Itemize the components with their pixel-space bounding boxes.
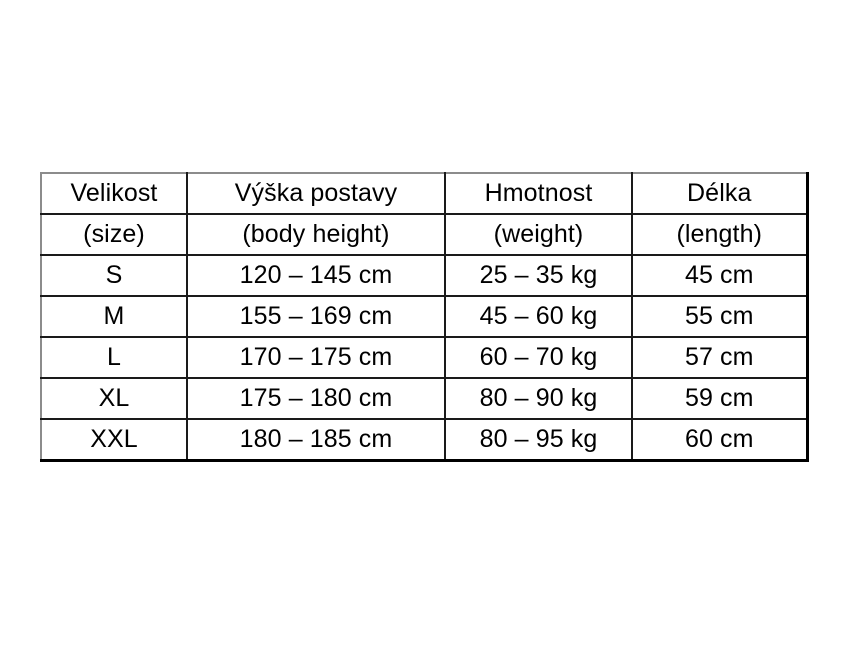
table-row: XL 175 – 180 cm 80 – 90 kg 59 cm: [40, 377, 809, 420]
cell-length: 59 cm: [631, 377, 809, 420]
cell-length: 55 cm: [631, 295, 809, 338]
table-row: M 155 – 169 cm 45 – 60 kg 55 cm: [40, 295, 809, 338]
size-chart: Velikost Výška postavy Hmotnost Délka (s…: [40, 172, 809, 462]
cell-length: 60 cm: [631, 418, 809, 462]
cell-weight: 25 – 35 kg: [444, 254, 633, 297]
cell-size: XL: [40, 377, 188, 420]
cell-size: XXL: [40, 418, 188, 462]
table-row: S 120 – 145 cm 25 – 35 kg 45 cm: [40, 254, 809, 297]
cell-weight: 60 – 70 kg: [444, 336, 633, 379]
size-chart-table: Velikost Výška postavy Hmotnost Délka (s…: [40, 172, 809, 462]
cell-size: M: [40, 295, 188, 338]
header-row-native: Velikost Výška postavy Hmotnost Délka: [40, 172, 809, 215]
cell-height: 120 – 145 cm: [186, 254, 446, 297]
cell-height: 155 – 169 cm: [186, 295, 446, 338]
cell-height: 180 – 185 cm: [186, 418, 446, 462]
table-row: XXL 180 – 185 cm 80 – 95 kg 60 cm: [40, 418, 809, 462]
cell-size: L: [40, 336, 188, 379]
cell-height: 170 – 175 cm: [186, 336, 446, 379]
cell-height: 175 – 180 cm: [186, 377, 446, 420]
table-row: L 170 – 175 cm 60 – 70 kg 57 cm: [40, 336, 809, 379]
cell-length: 57 cm: [631, 336, 809, 379]
cell-weight: 80 – 95 kg: [444, 418, 633, 462]
column-header-size-cs: Velikost: [40, 172, 188, 215]
column-header-length-en: (length): [631, 213, 809, 256]
cell-weight: 80 – 90 kg: [444, 377, 633, 420]
cell-weight: 45 – 60 kg: [444, 295, 633, 338]
cell-size: S: [40, 254, 188, 297]
header-row-translation: (size) (body height) (weight) (length): [40, 213, 809, 256]
column-header-height-en: (body height): [186, 213, 446, 256]
column-header-weight-en: (weight): [444, 213, 633, 256]
cell-length: 45 cm: [631, 254, 809, 297]
column-header-length-cs: Délka: [631, 172, 809, 215]
column-header-size-en: (size): [40, 213, 188, 256]
column-header-height-cs: Výška postavy: [186, 172, 446, 215]
column-header-weight-cs: Hmotnost: [444, 172, 633, 215]
